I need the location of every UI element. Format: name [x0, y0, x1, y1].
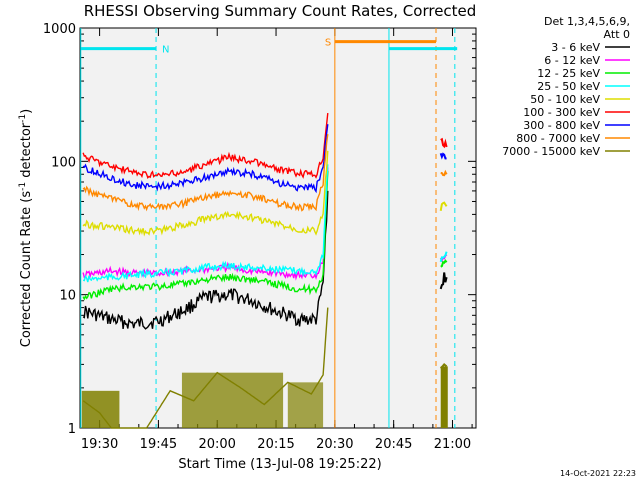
- series-tail: [440, 259, 448, 268]
- series-fill-7000-15000: [440, 366, 448, 428]
- series-line: [82, 167, 329, 281]
- plot-frame: [79, 27, 477, 429]
- y-axis-label-part: -1: [18, 182, 28, 191]
- x-tick-label: 19:30: [81, 437, 118, 452]
- legend-header-line-2: Att 0: [604, 28, 630, 41]
- series-line: [82, 150, 329, 237]
- series-tail: [439, 152, 447, 160]
- x-tick-label: 20:30: [316, 437, 353, 452]
- series-tail: [440, 137, 448, 149]
- legend-label: 25 - 50 keV: [537, 80, 600, 93]
- y-axis-label: Corrected Count Rate (s-1 detector-1): [18, 109, 34, 347]
- series-line: [82, 190, 329, 330]
- x-tick-label: 19:45: [140, 437, 177, 452]
- legend-label: 50 - 100 keV: [530, 93, 600, 106]
- series-line: [82, 170, 329, 301]
- series-fill-7000-15000: [81, 390, 120, 428]
- legend-label: 300 - 800 keV: [523, 119, 600, 132]
- y-tick-label: 10: [59, 289, 76, 304]
- x-tick-label: 20:45: [375, 437, 412, 452]
- legend-header: Det 1,3,4,5,6,9, Att 0: [544, 15, 630, 41]
- y-tick-label: 1: [68, 422, 76, 437]
- y-axis-label-part: detector: [19, 122, 34, 182]
- series-tail: [439, 201, 448, 211]
- flag-label: S: [325, 38, 331, 49]
- y-axis-label-part: ): [19, 109, 34, 114]
- chart-title: RHESSI Observing Summary Count Rates, Co…: [84, 2, 477, 20]
- series-tail: [439, 251, 448, 263]
- x-axis-label: Start Time (13-Jul-08 19:25:22): [178, 457, 381, 472]
- legend-label: 100 - 300 keV: [523, 106, 600, 119]
- series-tail: [440, 169, 448, 177]
- x-tick-label: 21:00: [434, 437, 471, 452]
- legend-label: 800 - 7000 keV: [516, 132, 600, 145]
- plot-area: 1 10 100 1000 19:30 19:45 20:00 20:15 20:30 20:45…: [18, 22, 477, 452]
- legend-header-line-1: Det 1,3,4,5,6,9,: [544, 15, 630, 28]
- legend-label: 7000 - 15000 keV: [502, 145, 600, 158]
- y-tick-label: 1000: [43, 22, 76, 37]
- legend-label: 12 - 25 keV: [537, 67, 600, 80]
- y-axis-label-part: Corrected Count Rate (s: [19, 191, 34, 348]
- series-fill-7000-15000: [287, 382, 324, 428]
- series-line: [82, 124, 329, 194]
- series-line: [82, 164, 329, 283]
- legend-label: 3 - 6 keV: [551, 41, 600, 54]
- y-tick-label: 100: [51, 155, 76, 170]
- footer-timestamp: 14-Oct-2021 22:23: [560, 469, 636, 478]
- series-line: [82, 113, 329, 180]
- x-tick-label: 20:00: [198, 437, 235, 452]
- flag-label: N: [162, 45, 169, 56]
- y-axis-label-part: -1: [18, 114, 28, 123]
- series-fill-7000-15000: [181, 372, 284, 428]
- x-tick-label: 20:15: [257, 437, 294, 452]
- series-tail: [439, 272, 448, 290]
- series-line: [82, 134, 329, 212]
- legend-label: 6 - 12 keV: [544, 54, 600, 67]
